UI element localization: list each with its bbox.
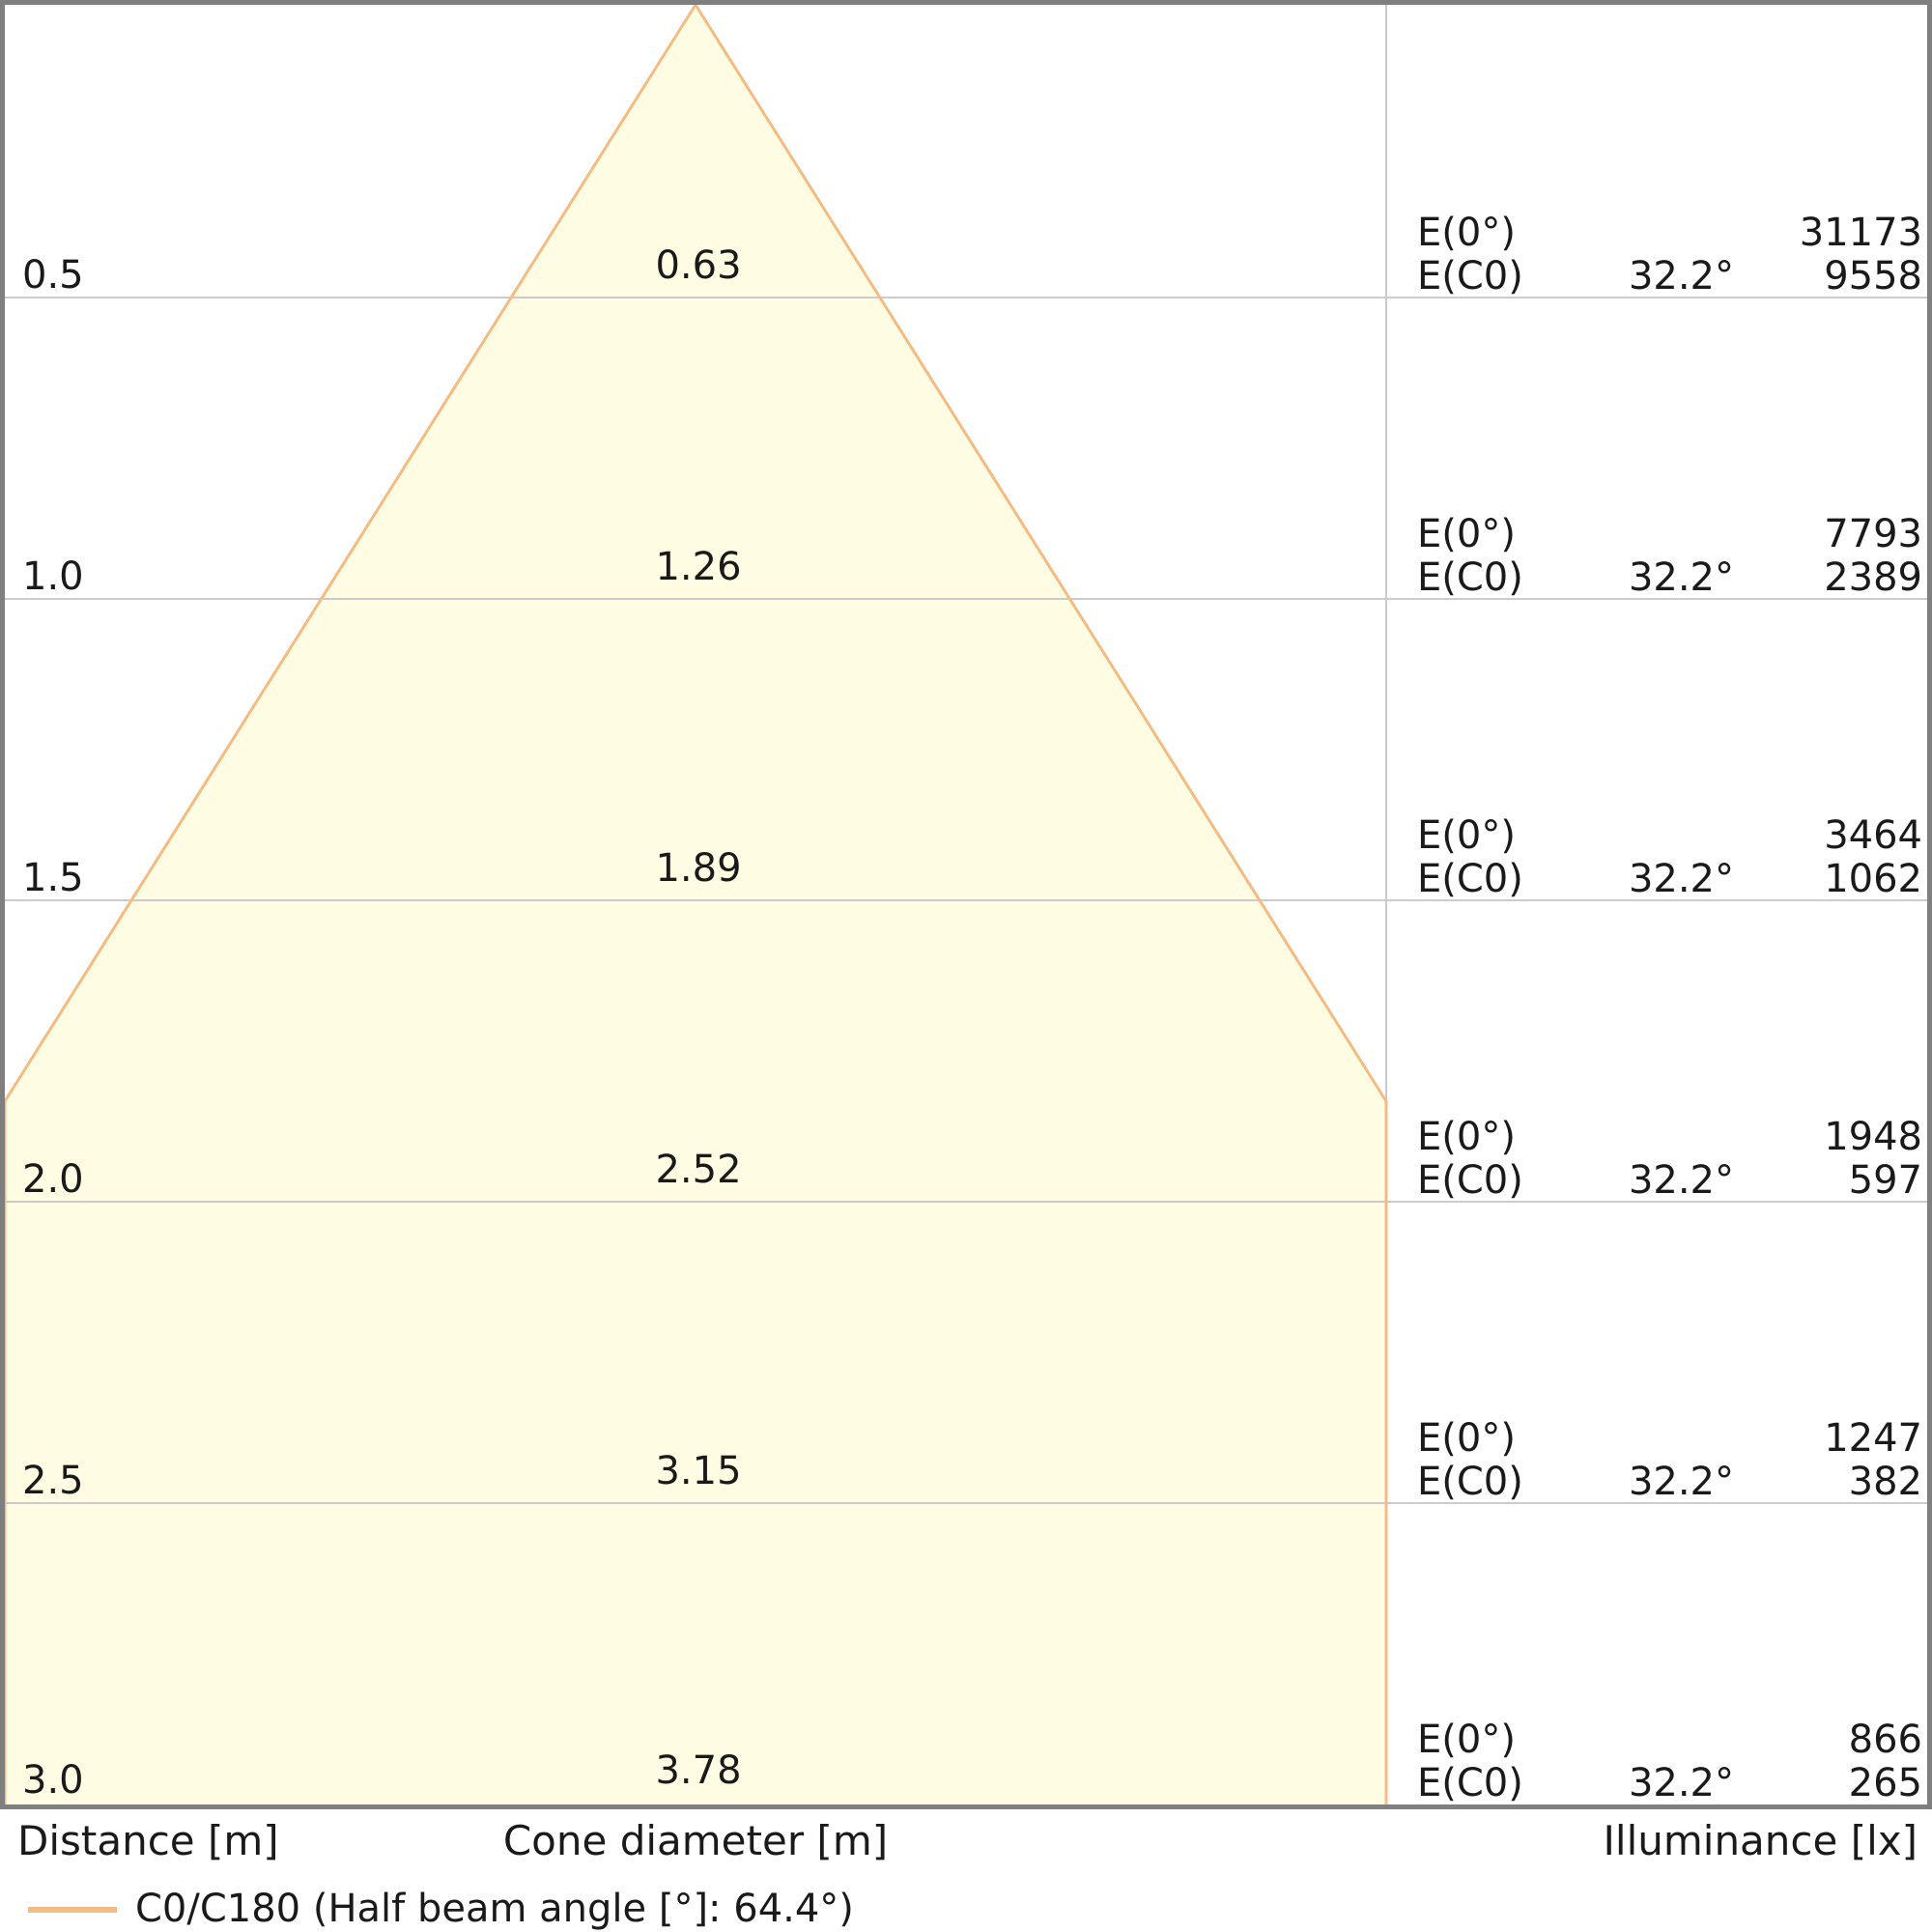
illuminance-row: E(0°) 1948 E(C0) 32.2° 597 [1417, 1116, 1922, 1205]
ec0-label: E(C0) [1417, 1761, 1523, 1805]
cone-diameter-label: 3.78 [655, 1748, 742, 1793]
light-cone-chart-area: 0.5 1.0 1.5 2.0 2.5 3.0 0.63 1.26 1.89 2… [0, 0, 1932, 1809]
beam-angle-value: 32.2° [1628, 857, 1734, 901]
cone-diameter-axis-label: Cone diameter [m] [502, 1817, 889, 1864]
cone-edge-line [5, 5, 1388, 1804]
ec0-value: 597 [1848, 1158, 1922, 1203]
ec0-label: E(C0) [1417, 857, 1523, 901]
illuminance-row: E(0°) 1247 E(C0) 32.2° 382 [1417, 1417, 1922, 1506]
distance-label: 2.0 [22, 1157, 84, 1202]
distance-label: 2.5 [22, 1459, 84, 1503]
cone-fill-shape [5, 5, 1386, 1804]
ec0-label: E(C0) [1417, 555, 1523, 600]
e0-value: 1948 [1824, 1115, 1922, 1159]
illuminance-line-e0: E(0°) 31173 [1417, 212, 1922, 255]
distance-label: 1.0 [22, 554, 84, 599]
ec0-value: 2389 [1824, 555, 1922, 600]
e0-value: 7793 [1824, 512, 1922, 556]
ec0-value: 1062 [1824, 857, 1922, 901]
cone-diameter-label: 3.15 [655, 1449, 742, 1493]
cone-diameter-label: 1.89 [655, 846, 742, 891]
e0-value: 31173 [1799, 211, 1922, 255]
distance-label: 0.5 [22, 253, 84, 298]
illuminance-line-ec0: E(C0) 32.2° 597 [1417, 1159, 1922, 1203]
illuminance-row: E(0°) 7793 E(C0) 32.2° 2389 [1417, 513, 1922, 602]
beam-angle-value: 32.2° [1628, 555, 1734, 600]
ec0-value: 265 [1848, 1761, 1922, 1805]
illuminance-line-ec0: E(C0) 32.2° 382 [1417, 1461, 1922, 1504]
e0-value: 1247 [1824, 1416, 1922, 1461]
illuminance-line-e0: E(0°) 1247 [1417, 1417, 1922, 1461]
legend-line-swatch-icon [28, 1907, 117, 1913]
ec0-label: E(C0) [1417, 1460, 1523, 1504]
illuminance-row: E(0°) 866 E(C0) 32.2° 265 [1417, 1719, 1922, 1807]
distance-label: 1.5 [22, 856, 84, 900]
e0-value: 3464 [1824, 813, 1922, 858]
e0-label: E(0°) [1417, 211, 1516, 255]
beam-angle-value: 32.2° [1628, 254, 1734, 298]
illuminance-line-ec0: E(C0) 32.2° 2389 [1417, 556, 1922, 600]
illuminance-row: E(0°) 3464 E(C0) 32.2° 1062 [1417, 814, 1922, 903]
illuminance-line-ec0: E(C0) 32.2° 9558 [1417, 255, 1922, 298]
legend: C0/C180 (Half beam angle [°]: 64.4°) [0, 1886, 1932, 1932]
e0-label: E(0°) [1417, 1115, 1516, 1159]
illuminance-line-ec0: E(C0) 32.2° 265 [1417, 1762, 1922, 1805]
illuminance-line-e0: E(0°) 1948 [1417, 1116, 1922, 1159]
legend-label: C0/C180 (Half beam angle [°]: 64.4°) [135, 1887, 854, 1931]
illuminance-axis-label: Illuminance [lx] [1603, 1817, 1918, 1864]
cone-diameter-label: 1.26 [655, 545, 742, 589]
illuminance-line-e0: E(0°) 3464 [1417, 814, 1922, 858]
distance-label: 3.0 [22, 1758, 84, 1803]
gridlines [5, 5, 1927, 1804]
ec0-value: 382 [1848, 1460, 1922, 1504]
beam-angle-value: 32.2° [1628, 1158, 1734, 1203]
illuminance-line-ec0: E(C0) 32.2° 1062 [1417, 858, 1922, 901]
e0-label: E(0°) [1417, 813, 1516, 858]
ec0-label: E(C0) [1417, 254, 1523, 298]
ec0-label: E(C0) [1417, 1158, 1523, 1203]
illuminance-line-e0: E(0°) 866 [1417, 1719, 1922, 1762]
illuminance-row: E(0°) 31173 E(C0) 32.2° 9558 [1417, 212, 1922, 300]
distance-axis-label: Distance [m] [17, 1817, 279, 1864]
beam-angle-value: 32.2° [1628, 1460, 1734, 1504]
beam-angle-value: 32.2° [1628, 1761, 1734, 1805]
e0-label: E(0°) [1417, 1416, 1516, 1461]
cone-plot-canvas [5, 5, 1927, 1804]
illuminance-line-e0: E(0°) 7793 [1417, 513, 1922, 556]
e0-label: E(0°) [1417, 1718, 1516, 1762]
ec0-value: 9558 [1824, 254, 1922, 298]
cone-diameter-label: 2.52 [655, 1148, 742, 1192]
e0-label: E(0°) [1417, 512, 1516, 556]
e0-value: 866 [1848, 1718, 1922, 1762]
cone-diameter-label: 0.63 [655, 243, 742, 288]
